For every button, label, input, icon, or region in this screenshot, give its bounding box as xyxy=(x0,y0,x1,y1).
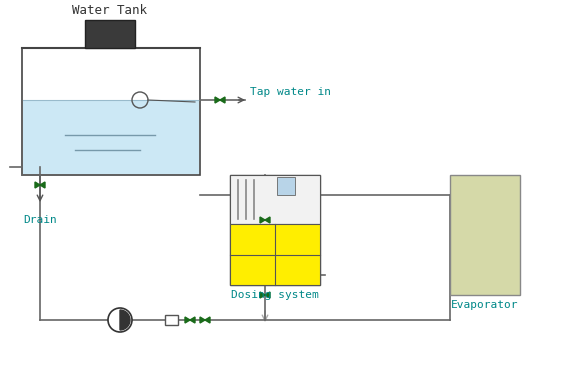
Polygon shape xyxy=(190,317,195,323)
Polygon shape xyxy=(200,317,205,323)
Polygon shape xyxy=(260,292,265,298)
Bar xyxy=(23,101,199,174)
Polygon shape xyxy=(40,182,45,188)
Circle shape xyxy=(108,308,132,332)
Text: Drain: Drain xyxy=(23,215,57,225)
Bar xyxy=(22,48,200,175)
Polygon shape xyxy=(205,317,210,323)
Polygon shape xyxy=(35,182,40,188)
Polygon shape xyxy=(265,292,270,298)
Wedge shape xyxy=(120,310,130,330)
Polygon shape xyxy=(265,217,270,223)
Text: Tap water in: Tap water in xyxy=(250,87,331,97)
Bar xyxy=(450,175,520,295)
Bar xyxy=(230,175,320,285)
Polygon shape xyxy=(185,317,190,323)
Bar xyxy=(230,224,320,285)
Bar xyxy=(230,175,320,224)
Bar xyxy=(165,315,178,325)
Text: Dosing system: Dosing system xyxy=(231,290,319,300)
Polygon shape xyxy=(220,97,225,103)
Bar xyxy=(85,20,135,48)
Polygon shape xyxy=(215,97,220,103)
Bar xyxy=(277,177,295,195)
Text: Water Tank: Water Tank xyxy=(72,4,147,17)
Polygon shape xyxy=(260,217,265,223)
Text: Evaporator: Evaporator xyxy=(451,300,519,310)
